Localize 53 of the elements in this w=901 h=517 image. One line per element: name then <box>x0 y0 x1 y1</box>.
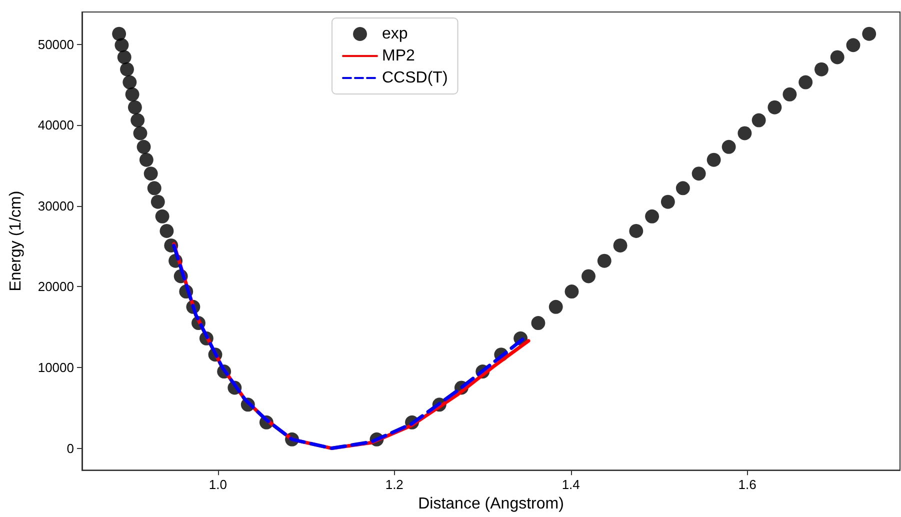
point <box>114 38 129 52</box>
point <box>117 50 132 64</box>
point <box>645 209 660 224</box>
point <box>752 113 766 128</box>
point <box>629 224 644 238</box>
point <box>136 140 151 154</box>
y-tick-label: 50000 <box>38 36 74 52</box>
x-tick-label: 1.2 <box>385 477 404 492</box>
point <box>147 181 162 196</box>
x-axis-title: Distance (Angstrom) <box>418 496 564 512</box>
y-tick-label: 20000 <box>38 279 74 294</box>
point <box>846 38 860 52</box>
point <box>128 100 142 114</box>
point <box>564 284 579 299</box>
point <box>150 194 165 209</box>
y-tick-label: 30000 <box>38 198 74 214</box>
point <box>139 152 154 167</box>
point <box>782 87 797 102</box>
legend-label: exp <box>382 26 408 42</box>
y-axis-title: Energy (1/cm) <box>8 190 24 292</box>
point <box>798 75 813 90</box>
point <box>814 62 828 76</box>
y-tick-label: 10000 <box>38 360 74 375</box>
point <box>613 238 628 252</box>
legend-label: CCSD(T) <box>382 70 448 86</box>
point <box>597 254 612 268</box>
point <box>155 209 170 224</box>
point <box>738 126 752 140</box>
point <box>120 62 134 76</box>
point <box>144 166 158 181</box>
x-tick-label: 1.0 <box>208 477 227 492</box>
point <box>582 269 596 284</box>
point <box>160 224 174 238</box>
point <box>862 26 876 41</box>
y-tick-label: 40000 <box>38 118 74 133</box>
point <box>130 113 145 128</box>
point <box>112 26 126 41</box>
y-tick-label: 0 <box>66 440 74 456</box>
point <box>660 194 675 209</box>
point <box>830 50 844 64</box>
point <box>133 126 148 140</box>
point <box>768 100 782 114</box>
point <box>676 181 690 196</box>
point <box>122 75 137 90</box>
point <box>722 140 736 154</box>
point <box>706 152 721 167</box>
point <box>531 316 546 330</box>
point <box>692 166 706 181</box>
x-tick-label: 1.4 <box>562 477 580 492</box>
x-tick-label: 1.6 <box>738 477 756 492</box>
legend-label: MP2 <box>382 48 415 64</box>
point <box>548 300 563 314</box>
point <box>125 87 140 102</box>
